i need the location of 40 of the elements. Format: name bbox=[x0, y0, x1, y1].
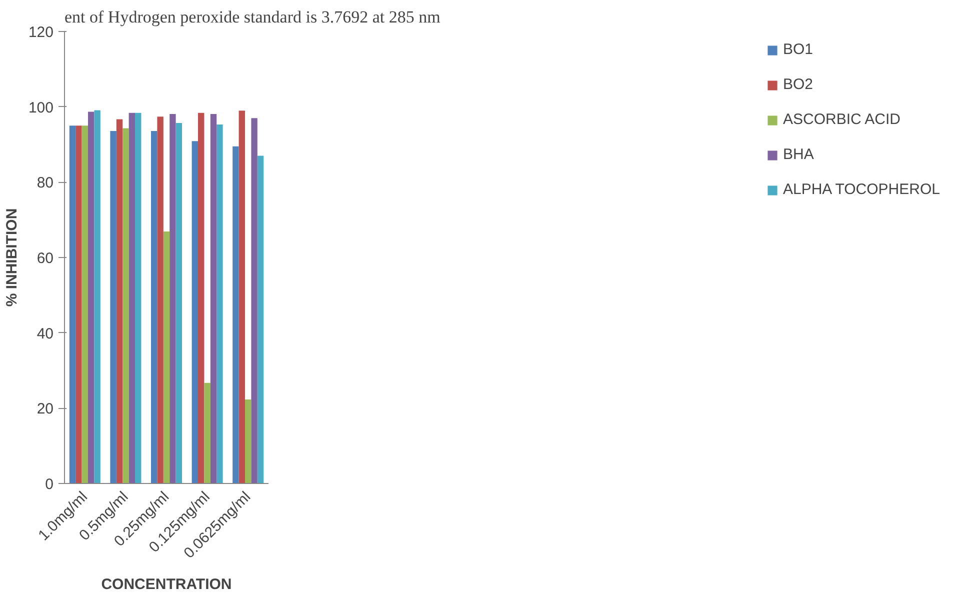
y-tick-label: 0 bbox=[45, 476, 54, 493]
bar bbox=[204, 382, 210, 484]
y-tick-label: 100 bbox=[28, 99, 54, 116]
bar bbox=[251, 118, 258, 484]
bar bbox=[257, 156, 264, 484]
y-tick-label: 80 bbox=[36, 174, 54, 192]
bar bbox=[76, 126, 82, 484]
legend-label: ASCORBIC ACID bbox=[782, 111, 901, 128]
bar bbox=[192, 141, 198, 484]
y-axis-title: % INHIBITION bbox=[3, 208, 20, 307]
bar bbox=[210, 114, 217, 484]
bar bbox=[198, 112, 204, 484]
legend-label: ALPHA TOCOPHEROL bbox=[782, 181, 940, 198]
bar bbox=[232, 146, 239, 484]
bar bbox=[110, 130, 116, 484]
bar bbox=[238, 110, 245, 484]
bar bbox=[157, 116, 164, 484]
x-axis-title: CONCENTRATION bbox=[101, 576, 232, 593]
legend-label: BHA bbox=[782, 146, 814, 163]
bar bbox=[170, 114, 176, 484]
bar bbox=[245, 400, 252, 484]
y-tick-label: 120 bbox=[28, 24, 54, 41]
bar bbox=[128, 112, 135, 484]
legend-label: BO1 bbox=[782, 41, 813, 58]
bar bbox=[69, 126, 76, 484]
bar bbox=[82, 126, 88, 484]
y-tick-label: 60 bbox=[36, 250, 54, 267]
bar bbox=[216, 124, 223, 484]
bar bbox=[94, 110, 100, 484]
bar bbox=[116, 119, 123, 484]
legend-label: BO2 bbox=[782, 76, 813, 93]
bar bbox=[122, 128, 129, 484]
bar bbox=[135, 112, 142, 484]
bar bbox=[150, 130, 158, 484]
text: ent of Hydrogen peroxide standard is 3.7692 at 285 nm bbox=[64, 8, 440, 26]
y-tick-label: 20 bbox=[36, 400, 54, 418]
y-tick-label: 40 bbox=[36, 325, 54, 342]
bar bbox=[163, 232, 170, 484]
bar bbox=[176, 123, 182, 484]
bar bbox=[88, 112, 94, 484]
